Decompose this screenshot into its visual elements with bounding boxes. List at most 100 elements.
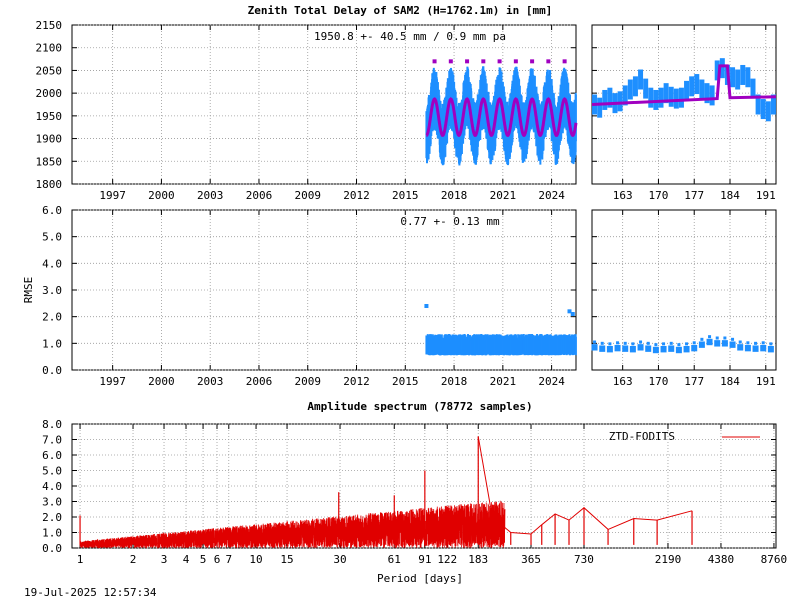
x-tick-label: 1997 (99, 189, 126, 202)
y-tick-label: 2000 (36, 87, 63, 100)
x-tick-label: 2003 (197, 189, 224, 202)
x-tick-label: 30 (333, 553, 346, 566)
y-tick-label: 2.0 (42, 311, 62, 324)
x-tick-label: 191 (756, 375, 776, 388)
ztd-model-outlier-mark (465, 59, 470, 64)
x-tick-label: 10 (249, 553, 262, 566)
x-tick-label: 2190 (655, 553, 682, 566)
x-tick-label: 163 (613, 375, 633, 388)
x-tick-label: 1 (77, 553, 84, 566)
y-tick-label: 8.0 (42, 418, 62, 431)
x-tick-label: 2006 (246, 189, 273, 202)
rmse-zoom-point (639, 340, 643, 344)
ztd-model-outlier-mark (513, 59, 518, 64)
spectrum-chart-title: Amplitude spectrum (78772 samples) (307, 400, 532, 413)
rmse-zoom-point (731, 337, 735, 341)
rmse-zoom-point (623, 341, 627, 345)
plot-frame-3 (591, 209, 777, 371)
x-tick-label: 2012 (343, 375, 370, 388)
x-tick-label: 170 (649, 375, 669, 388)
x-tick-label: 2015 (392, 375, 419, 388)
spectrum-noise-line (79, 500, 506, 549)
rmse-zoom-point (715, 336, 719, 340)
x-tick-label: 1997 (99, 375, 126, 388)
y-tick-label: 1950 (36, 110, 63, 123)
rmse-zoom-point (769, 342, 773, 346)
y-tick-label: 6.0 (42, 204, 62, 217)
rmse-zoom-point (608, 342, 612, 346)
rmse-zoom-point (600, 341, 604, 345)
x-tick-label: 2024 (538, 375, 565, 388)
y-tick-label: 1850 (36, 155, 63, 168)
x-tick-label: 3 (161, 553, 168, 566)
x-tick-label: 177 (684, 189, 704, 202)
spectrum-legend-label: ZTD-FODITS (609, 430, 675, 443)
ztd-model-outlier-mark (546, 59, 551, 64)
x-tick-label: 177 (684, 375, 704, 388)
ztd-model-outlier-mark (448, 59, 453, 64)
rmse-zoom-point (616, 341, 620, 345)
x-tick-label: 2009 (294, 189, 321, 202)
x-tick-label: 6 (214, 553, 221, 566)
rmse-stats-annotation: 0.77 +- 0.13 mm (400, 215, 500, 228)
x-tick-label: 61 (388, 553, 401, 566)
x-tick-label: 163 (613, 189, 633, 202)
ztd-stats-annotation: 1950.8 +- 40.5 mm / 0.9 mm pa (314, 30, 506, 43)
rmse-zoom-point (746, 341, 750, 345)
x-tick-label: 2018 (441, 189, 468, 202)
ztd-model-outlier-mark (432, 59, 437, 64)
rmse-zoom-point (593, 340, 597, 344)
y-tick-label: 0.0 (42, 542, 62, 555)
y-tick-label: 1900 (36, 133, 63, 146)
x-tick-label: 2000 (148, 189, 175, 202)
y-tick-label: 4.0 (42, 480, 62, 493)
x-tick-label: 8760 (761, 553, 788, 566)
rmse-zoom-point (677, 343, 681, 347)
x-tick-label: 183 (468, 553, 488, 566)
x-tick-label: 191 (756, 189, 776, 202)
x-tick-label: 4380 (708, 553, 735, 566)
y-tick-label: 5.0 (42, 231, 62, 244)
ztd-model-line (425, 97, 578, 137)
x-tick-label: 2021 (490, 375, 517, 388)
y-tick-label: 1800 (36, 178, 63, 191)
ztd-chart-title: Zenith Total Delay of SAM2 (H=1762.1m) i… (248, 4, 553, 17)
rmse-zoom-point (685, 342, 689, 346)
rmse-zoom-point (654, 343, 658, 347)
rmse-zoom-point (723, 336, 727, 340)
spectrum-x-axis-label: Period [days] (377, 572, 463, 585)
y-tick-label: 3.0 (42, 496, 62, 509)
rmse-zoom-point (631, 342, 635, 346)
ztd-model-outlier-mark (481, 59, 486, 64)
y-tick-label: 4.0 (42, 257, 62, 270)
x-tick-label: 2015 (392, 189, 419, 202)
rmse-zoom-point (662, 342, 666, 346)
x-tick-label: 184 (720, 189, 740, 202)
y-tick-label: 2100 (36, 42, 63, 55)
y-tick-label: 2150 (36, 19, 63, 32)
rmse-zoom-point (692, 341, 696, 345)
ztd-model-outlier-mark (497, 59, 502, 64)
rmse-axis-label: RMSE (22, 277, 35, 304)
rmse-zoom-point (738, 340, 742, 344)
x-tick-label: 2006 (246, 375, 273, 388)
x-tick-label: 184 (720, 375, 740, 388)
x-tick-label: 5 (200, 553, 207, 566)
rmse-zoom-point (754, 341, 758, 345)
x-tick-label: 91 (418, 553, 431, 566)
x-tick-label: 2024 (538, 189, 565, 202)
x-tick-label: 730 (574, 553, 594, 566)
x-tick-label: 365 (521, 553, 541, 566)
x-tick-label: 2021 (490, 189, 517, 202)
y-tick-label: 1.0 (42, 527, 62, 540)
y-tick-label: 1.0 (42, 337, 62, 350)
y-tick-label: 6.0 (42, 449, 62, 462)
rmse-zoom-point (646, 341, 650, 345)
plot-timestamp: 19-Jul-2025 12:57:34 (24, 586, 157, 599)
rmse-zoom-point (708, 335, 712, 339)
x-tick-label: 7 (225, 553, 232, 566)
rmse-zoom-point (700, 337, 704, 341)
y-tick-label: 7.0 (42, 434, 62, 447)
